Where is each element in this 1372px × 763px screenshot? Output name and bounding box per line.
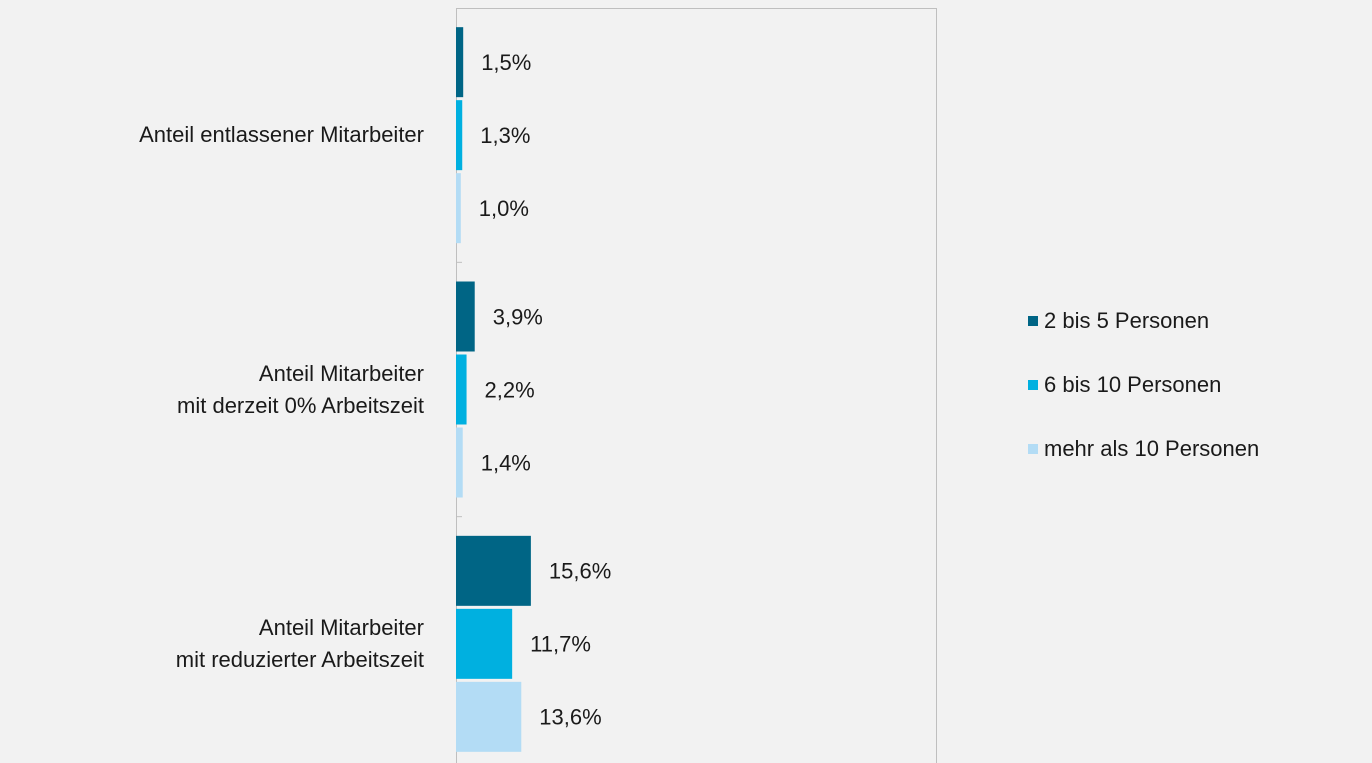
legend-label: 2 bis 5 Personen [1044,308,1209,333]
bar [456,427,463,498]
legend-swatch [1028,380,1038,390]
category-label: Anteil entlassener Mitarbeiter [139,122,424,148]
category-label: Anteil Mitarbeiter mit derzeit 0% Arbeit… [177,360,424,418]
legend-swatch [1028,444,1038,454]
bar [456,681,522,752]
bar [456,535,531,606]
bar [456,608,513,679]
legend-swatch [1028,316,1038,326]
value-label: 1,3% [480,123,530,148]
category-label: Anteil Mitarbeiter mit reduzierter Arbei… [175,614,424,672]
bar [456,281,475,352]
value-label: 2,2% [485,377,535,402]
bar [456,354,467,425]
bar [456,173,461,244]
value-label: 15,6% [549,559,611,584]
legend-label: mehr als 10 Personen [1044,436,1259,461]
value-label: 11,7% [530,632,591,657]
legend-label: 6 bis 10 Personen [1044,372,1221,397]
value-label: 1,4% [481,450,531,475]
bar [456,100,463,171]
value-label: 13,6% [539,705,601,730]
value-label: 3,9% [493,304,543,329]
value-label: 1,0% [479,196,529,221]
value-label: 1,5% [481,50,531,75]
bar [456,27,464,98]
